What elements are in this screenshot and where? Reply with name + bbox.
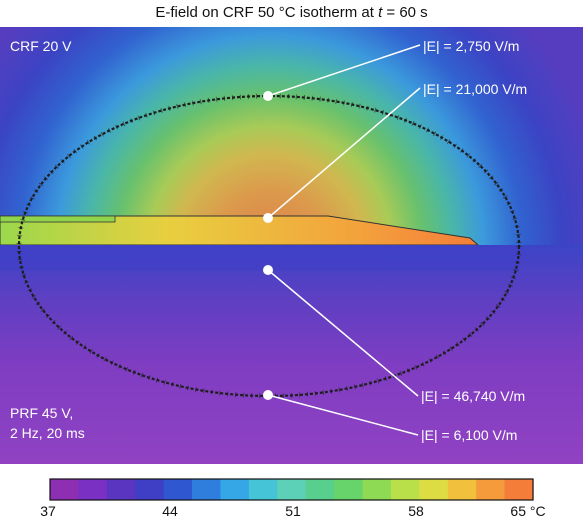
- annotation-6100: |E| = 6,100 V/m: [421, 427, 517, 443]
- bottom-electrode-shadow: [0, 245, 520, 271]
- colorbar-cell: [504, 479, 534, 500]
- leader-line-46740: [267, 269, 419, 397]
- colorbar-cell: [248, 479, 278, 500]
- crf-heat-region: [0, 27, 583, 245]
- top-vignette: [0, 27, 583, 245]
- colorbar-tick-51: 51: [285, 503, 301, 519]
- title-t-symbol: t: [378, 4, 383, 21]
- measure-point-46740: [263, 265, 273, 275]
- colorbar-tick-58: 58: [408, 503, 424, 519]
- leader-line-6100: [267, 394, 419, 436]
- crf-label: CRF 20 V: [10, 38, 72, 54]
- leader-line-21000: [267, 87, 421, 219]
- leader-line-2750: [267, 44, 421, 97]
- prf-label-line2: 2 Hz, 20 ms: [10, 425, 85, 441]
- measure-point-21000: [263, 213, 273, 223]
- colorbar-tick-37: 37: [40, 503, 56, 519]
- colorbar-cell: [334, 479, 364, 500]
- colorbar-cell: [163, 479, 193, 500]
- colorbar-cell: [135, 479, 165, 500]
- measure-point-6100: [263, 390, 273, 400]
- efield-temperature-map: CRF 20 V PRF 45 V, 2 Hz, 20 ms |E| = 2,7…: [0, 27, 583, 464]
- colorbar-cell: [447, 479, 477, 500]
- colorbar-cell: [390, 479, 420, 500]
- colorbar-cells: [50, 479, 534, 500]
- colorbar-cell: [476, 479, 506, 500]
- figure-title: E-field on CRF 50 °C isotherm at t = 60 …: [0, 0, 583, 26]
- colorbar-tick-44: 44: [162, 503, 178, 519]
- annotation-21000: |E| = 21,000 V/m: [423, 81, 527, 97]
- colorbar-cell: [220, 479, 250, 500]
- electrode: [0, 215, 480, 246]
- isotherm-50c-texture: [16, 93, 522, 399]
- colorbar-cell: [419, 479, 449, 500]
- measure-point-2750: [263, 91, 273, 101]
- colorbar-cell: [305, 479, 335, 500]
- electrode-tip-left: [0, 215, 116, 223]
- title-suffix: = 60 s: [382, 4, 428, 21]
- prf-label-line1: PRF 45 V,: [10, 405, 73, 421]
- annotation-46740: |E| = 46,740 V/m: [421, 388, 525, 404]
- annotation-2750: |E| = 2,750 V/m: [423, 38, 519, 54]
- title-prefix: E-field on CRF 50 °C isotherm at: [155, 4, 379, 21]
- colorbar-cell: [362, 479, 392, 500]
- colorbar-cell: [106, 479, 136, 500]
- colorbar-cell: [78, 479, 108, 500]
- colorbar-border: [49, 478, 534, 501]
- colorbar-tick-65: 65 °C: [510, 503, 546, 519]
- colorbar-cell: [50, 479, 80, 500]
- colorbar-cell: [192, 479, 222, 500]
- colorbar-cell: [277, 479, 307, 500]
